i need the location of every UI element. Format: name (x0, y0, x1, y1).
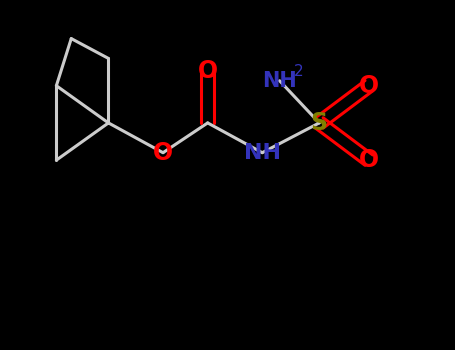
Text: O: O (153, 141, 173, 165)
Text: O: O (359, 148, 379, 172)
Text: 2: 2 (293, 64, 303, 79)
Text: S: S (311, 111, 328, 135)
Text: NH: NH (244, 143, 281, 163)
Text: O: O (197, 59, 218, 83)
Text: O: O (359, 74, 379, 98)
Text: NH: NH (262, 71, 297, 91)
